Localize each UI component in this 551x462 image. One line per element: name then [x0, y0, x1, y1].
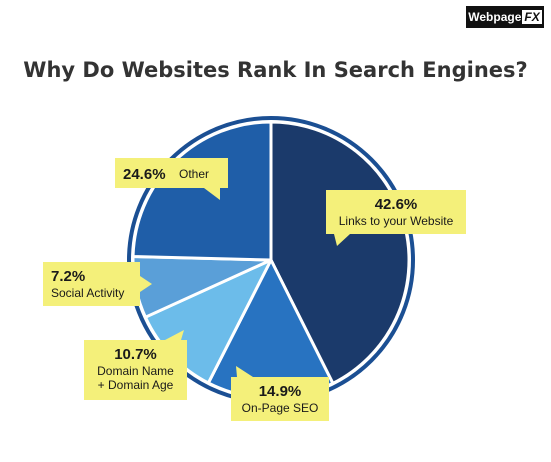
slice-value-label: 10.7%	[114, 346, 157, 363]
slice-name-label: Other	[179, 167, 209, 181]
slice-value-label: 14.9%	[259, 383, 302, 400]
chart-title: Why Do Websites Rank In Search Engines?	[23, 58, 528, 82]
logo-accent: FX	[522, 10, 542, 24]
pie-callouts: 42.6%Links to your Website 14.9%On-Page S…	[43, 158, 466, 421]
callout-box	[326, 190, 466, 234]
slice-name-label: Links to your Website	[339, 214, 454, 228]
slice-value-label: 24.6%	[123, 166, 166, 183]
slice-name-label: On-Page SEO	[242, 401, 319, 415]
slice-name-label: + Domain Age	[98, 378, 174, 392]
callout-3: 7.2%Social Activity	[43, 262, 152, 306]
callout-box	[231, 377, 329, 421]
callout-box	[43, 262, 140, 306]
slice-value-label: 7.2%	[51, 268, 85, 285]
callout-pointer	[334, 234, 350, 246]
slice-name-label: Social Activity	[51, 286, 124, 300]
callout-0: 42.6%Links to your Website	[326, 190, 466, 246]
callout-pointer	[140, 276, 152, 292]
slice-name-label: Domain Name	[97, 364, 174, 378]
callout-1: 14.9%On-Page SEO	[231, 366, 329, 421]
callout-box	[84, 340, 187, 400]
callout-4: 24.6% Other	[115, 158, 228, 200]
slice-value-label: 42.6%	[375, 196, 418, 213]
callout-pointer	[204, 188, 220, 200]
callout-pointer	[236, 366, 253, 377]
pie-slice-4	[131, 120, 273, 262]
callout-2: 10.7%Domain Name+ Domain Age	[84, 330, 187, 400]
webpagefx-logo: Webpage FX	[466, 6, 544, 28]
callout-box	[115, 158, 228, 188]
callout-pointer	[165, 330, 184, 340]
logo-text: Webpage	[468, 10, 522, 24]
